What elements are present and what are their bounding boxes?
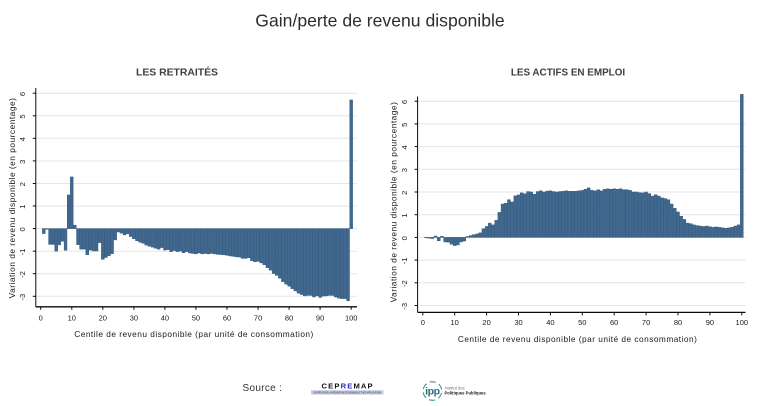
svg-text:3: 3 (400, 168, 409, 172)
svg-text:1: 1 (400, 213, 409, 217)
svg-text:100: 100 (736, 318, 749, 327)
svg-text:5: 5 (400, 123, 409, 127)
svg-text:0: 0 (421, 318, 425, 327)
svg-text:LES ACTIFS EN EMPLOI: LES ACTIFS EN EMPLOI (511, 68, 626, 79)
svg-text:Source :: Source : (243, 383, 283, 394)
svg-text:Variation de revenu disponible: Variation de revenu disponible (en pourc… (389, 102, 399, 303)
svg-text:0: 0 (39, 313, 43, 322)
svg-text:40: 40 (546, 318, 554, 327)
svg-text:LES RETRAITÉS: LES RETRAITÉS (136, 66, 218, 79)
svg-text:20: 20 (482, 318, 490, 327)
svg-text:-1: -1 (400, 258, 409, 265)
svg-text:-2: -2 (18, 271, 27, 278)
svg-text:60: 60 (223, 313, 231, 322)
svg-text:Centile de revenu disponible (: Centile de revenu disponible (par unité … (458, 334, 698, 344)
svg-text:6: 6 (18, 92, 27, 96)
svg-text:-3: -3 (18, 294, 27, 301)
svg-text:Politiques Publiques: Politiques Publiques (445, 391, 487, 396)
svg-text:2: 2 (18, 182, 27, 186)
svg-text:0: 0 (400, 236, 409, 240)
svg-text:ipp: ipp (425, 385, 440, 397)
svg-text:Institut des: Institut des (445, 386, 465, 391)
svg-text:30: 30 (130, 313, 138, 322)
svg-text:Centile de revenu disponible (: Centile de revenu disponible (par unité … (74, 329, 314, 339)
svg-text:70: 70 (642, 318, 650, 327)
svg-text:4: 4 (18, 137, 27, 141)
svg-text:10: 10 (68, 313, 76, 322)
svg-text:-2: -2 (400, 280, 409, 287)
svg-text:2: 2 (400, 191, 409, 195)
svg-text:1: 1 (18, 205, 27, 209)
svg-text:20: 20 (99, 313, 107, 322)
svg-text:100: 100 (345, 313, 358, 322)
svg-text:50: 50 (192, 313, 200, 322)
svg-text:-1: -1 (18, 249, 27, 256)
svg-text:5: 5 (18, 114, 27, 118)
svg-text:CEPREMAP: CEPREMAP (322, 381, 374, 390)
svg-text:90: 90 (706, 318, 714, 327)
svg-text:0: 0 (18, 227, 27, 231)
svg-text:3: 3 (18, 160, 27, 164)
svg-text:80: 80 (285, 313, 293, 322)
svg-text:Variation de revenu disponible: Variation de revenu disponible (en pourc… (7, 98, 17, 299)
svg-text:90: 90 (316, 313, 324, 322)
svg-text:10: 10 (451, 318, 459, 327)
svg-text:6: 6 (400, 100, 409, 104)
svg-text:80: 80 (674, 318, 682, 327)
svg-text:70: 70 (254, 313, 262, 322)
svg-text:50: 50 (578, 318, 586, 327)
svg-text:-3: -3 (400, 303, 409, 310)
svg-text:30: 30 (514, 318, 522, 327)
svg-text:Gain/perte de revenu disponibl: Gain/perte de revenu disponible (255, 10, 504, 30)
svg-text:40: 40 (161, 313, 169, 322)
svg-text:CENTRE POUR LA RECHERCHE ÉCONO: CENTRE POUR LA RECHERCHE ÉCONOMIQUE ET S… (313, 390, 381, 395)
svg-text:4: 4 (400, 145, 409, 149)
svg-text:60: 60 (610, 318, 618, 327)
